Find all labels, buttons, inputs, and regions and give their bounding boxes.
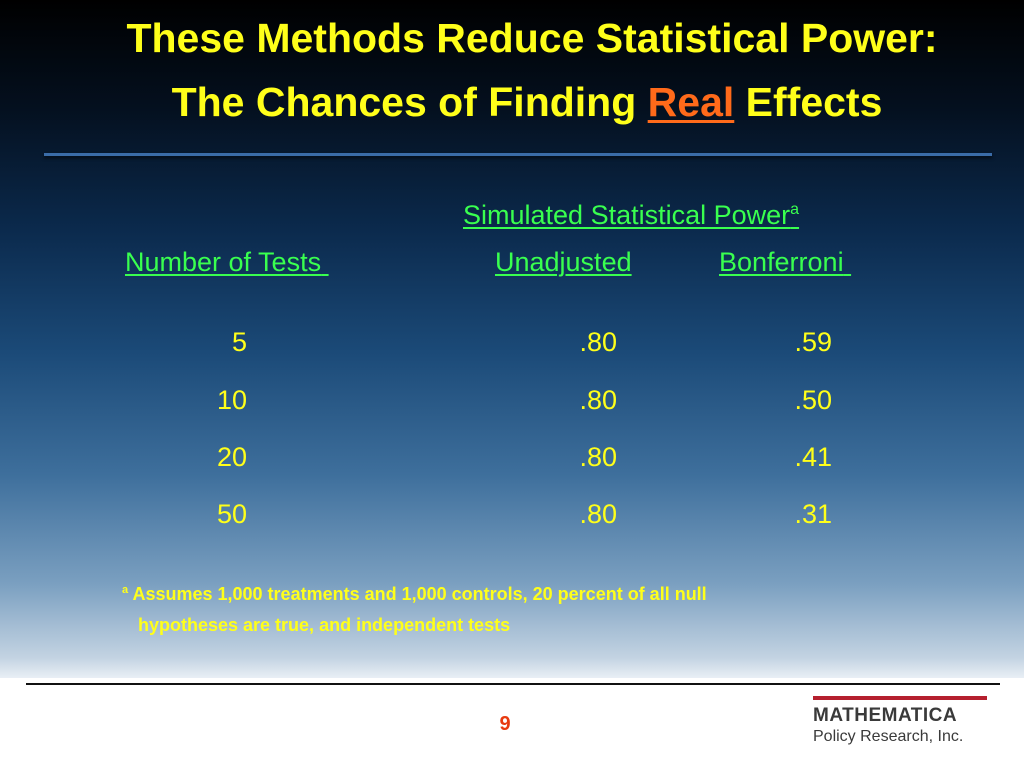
footnote-line-1: Assumes 1,000 treatments and 1,000 contr…	[132, 584, 707, 604]
company-logo: MATHEMATICA Policy Research, Inc.	[813, 696, 989, 747]
column-header-text: Bonferroni	[719, 247, 844, 277]
title-emphasis-real: Real	[647, 79, 735, 125]
column-header-text: Number of Tests	[125, 247, 322, 277]
footnote-marker: a	[122, 584, 129, 596]
footnote-line-2: hypotheses are true, and independent tes…	[138, 615, 511, 635]
column-header-unadjusted: Unadjusted	[495, 247, 632, 277]
title-text-before: The Chances of Finding	[171, 79, 648, 125]
group-header-simulated-power: Simulated Statistical Powera	[463, 194, 799, 231]
group-header-text: Simulated Statistical Power	[463, 200, 791, 230]
logo-name: MATHEMATICA	[813, 705, 958, 726]
cell-bonferroni: .59	[794, 327, 832, 357]
cell-tests: 5	[231, 327, 247, 357]
slide-title-line-2: The Chances of Finding Real Effects	[0, 78, 1024, 126]
page-number: 9	[499, 713, 511, 735]
cell-bonferroni: .41	[794, 442, 832, 472]
underline-spacer	[321, 247, 329, 277]
footer-divider	[26, 683, 1000, 685]
column-header-bonferroni: Bonferroni	[719, 246, 851, 278]
underline-spacer	[844, 247, 852, 277]
cell-unadjusted: .80	[579, 499, 617, 529]
cell-tests: 10	[216, 385, 247, 415]
slide-background	[0, 0, 1024, 678]
cell-bonferroni: .50	[794, 385, 832, 415]
column-header-number-of-tests: Number of Tests	[125, 246, 329, 278]
logo-subtitle: Policy Research, Inc.	[813, 728, 964, 745]
footnote: a Assumes 1,000 treatments and 1,000 con…	[122, 575, 902, 641]
cell-unadjusted: .80	[579, 385, 617, 415]
cell-unadjusted: .80	[579, 442, 617, 472]
slide-title-line-1: These Methods Reduce Statistical Power:	[126, 15, 938, 61]
cell-bonferroni: .31	[794, 499, 832, 529]
cell-unadjusted: .80	[579, 327, 617, 357]
title-divider	[44, 153, 992, 156]
group-header-footnote-marker: a	[790, 201, 800, 218]
title-text-after: Effects	[734, 79, 883, 125]
cell-tests: 20	[216, 442, 247, 472]
logo-accent-bar	[813, 696, 987, 700]
cell-tests: 50	[216, 499, 247, 529]
